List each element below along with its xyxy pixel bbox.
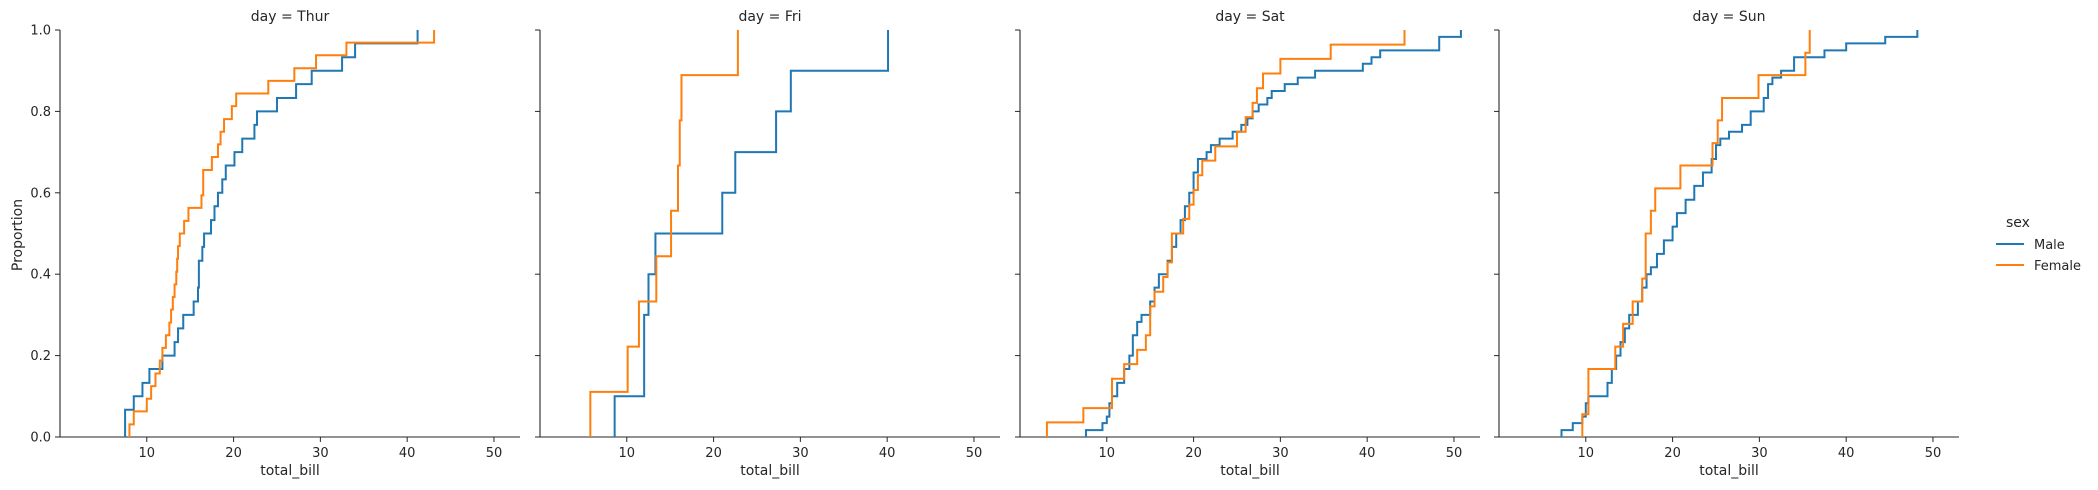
legend-label: Male — [2034, 238, 2065, 253]
y-tick-label: 0.6 — [30, 186, 51, 201]
x-tick-label: 50 — [486, 446, 503, 461]
ecdf-line-female — [1045, 30, 1406, 437]
x-tick-label: 10 — [619, 446, 636, 461]
x-tick-label: 20 — [1185, 446, 1202, 461]
x-tick-label: 30 — [312, 446, 329, 461]
x-tick-label: 30 — [1272, 446, 1289, 461]
ecdf-line-female — [1581, 30, 1811, 437]
facet-title: day = Sat — [1215, 9, 1285, 25]
x-tick-label: 40 — [879, 446, 896, 461]
ecdf-line-male — [613, 30, 890, 437]
x-tick-label: 30 — [792, 446, 809, 461]
legend: sex Male Female — [1996, 215, 2081, 274]
legend-title: sex — [2006, 215, 2030, 231]
facet-panel: day = Sat 10 20 30 40 50 total_bill — [1015, 9, 1480, 479]
x-axis-label: total_bill — [1699, 463, 1759, 479]
facet-title: day = Sun — [1692, 9, 1765, 25]
ecdf-line-male — [1560, 30, 1919, 437]
y-tick-label: 1.0 — [30, 24, 51, 39]
facet-title: day = Fri — [738, 9, 801, 25]
x-tick-label: 10 — [139, 446, 156, 461]
legend-item: Female — [1996, 259, 2081, 274]
x-axis-label: total_bill — [260, 463, 320, 479]
facet-panel: day = Fri 10 20 30 40 50 total_bill — [535, 9, 1000, 479]
x-tick-label: 10 — [1099, 446, 1116, 461]
x-tick-label: 50 — [1925, 446, 1942, 461]
x-tick-label: 20 — [225, 446, 242, 461]
x-tick-label: 50 — [1446, 446, 1463, 461]
x-tick-label: 50 — [966, 446, 983, 461]
facet-panel: day = Thur 0.0 0.2 0.4 0.6 0.8 1.0 10 20 30 40 50 to… — [30, 9, 520, 479]
x-tick-label: 10 — [1578, 446, 1595, 461]
x-tick-label: 30 — [1751, 446, 1768, 461]
x-tick-label: 20 — [1664, 446, 1681, 461]
x-tick-label: 40 — [399, 446, 416, 461]
x-axis-label: total_bill — [740, 463, 800, 479]
x-tick-label: 20 — [705, 446, 722, 461]
legend-item: Male — [1996, 238, 2065, 253]
facets-group: day = Thur 0.0 0.2 0.4 0.6 0.8 1.0 10 20 30 40 50 to… — [30, 9, 1959, 479]
y-tick-label: 0.2 — [30, 349, 51, 364]
y-tick-label: 0.4 — [30, 268, 51, 283]
y-axis-label: Proportion — [10, 199, 26, 271]
legend-label: Female — [2034, 259, 2081, 274]
y-tick-label: 0.0 — [30, 431, 51, 446]
x-axis-label: total_bill — [1220, 463, 1280, 479]
x-tick-label: 40 — [1838, 446, 1855, 461]
facet-title: day = Thur — [251, 9, 330, 25]
ecdf-line-female — [589, 30, 739, 437]
ecdf-line-female — [128, 30, 436, 437]
x-tick-label: 40 — [1359, 446, 1376, 461]
ecdf-line-male — [124, 30, 419, 437]
facet-panel: day = Sun 10 20 30 40 50 total_bill — [1494, 9, 1959, 479]
y-tick-label: 0.8 — [30, 105, 51, 120]
